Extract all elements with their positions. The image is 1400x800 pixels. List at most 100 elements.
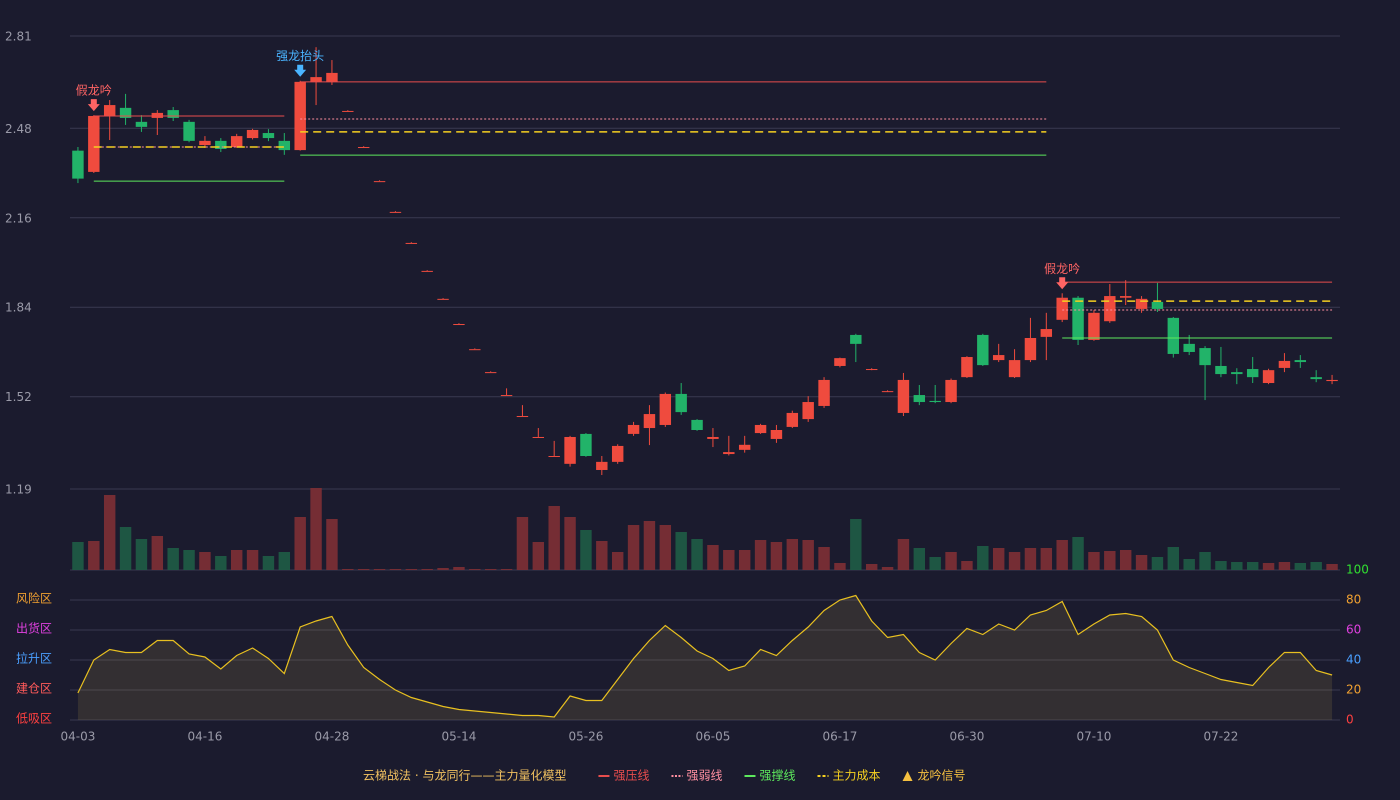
volume-bar — [183, 550, 195, 570]
candle-body — [167, 110, 179, 118]
zone-label: 出货区 — [16, 621, 52, 636]
volume-bar — [278, 552, 291, 570]
volume-bar — [135, 539, 148, 570]
candle-body — [262, 133, 275, 139]
candle-body — [357, 147, 370, 149]
volume-bar — [738, 550, 751, 570]
volume-bar — [72, 542, 84, 570]
volume-bar — [834, 563, 846, 570]
candle-body — [1167, 317, 1180, 354]
candle-body — [1262, 370, 1275, 384]
candle-body — [199, 140, 211, 146]
volume-bar — [484, 569, 497, 570]
candle-body — [1040, 329, 1053, 337]
volume-bar — [1151, 557, 1164, 570]
volume-bar — [1215, 561, 1227, 570]
signal-label: 假龙吟 — [76, 83, 112, 98]
volume-bar — [1104, 551, 1116, 570]
signal-label: 强龙抬头 — [276, 49, 324, 63]
volume-bar — [675, 532, 687, 570]
volume-bar — [1008, 552, 1021, 570]
candle-body — [1088, 312, 1100, 340]
volume-bar — [596, 541, 608, 570]
zone-label: 建仓区 — [16, 682, 52, 696]
candle-body — [691, 419, 703, 430]
candle-body — [865, 369, 878, 371]
candle-body — [1215, 365, 1227, 375]
candle-body — [516, 416, 529, 418]
candle-body — [373, 181, 386, 183]
legend-label: 强压线 — [613, 769, 649, 783]
candle-body — [1056, 297, 1068, 320]
candle-body — [532, 436, 545, 438]
y2-tick-label: 100 — [1346, 563, 1369, 577]
candle-body — [1024, 338, 1037, 361]
volume-bar — [1310, 562, 1322, 570]
candle-body — [151, 112, 164, 118]
candle-body — [786, 412, 799, 427]
candle-body — [1278, 360, 1291, 368]
candle-body — [437, 298, 449, 300]
signal-arrow — [294, 64, 307, 77]
volume-bar — [326, 519, 338, 570]
x-tick-label: 06-17 — [823, 730, 858, 744]
candle-body — [1183, 343, 1195, 352]
volume-bar — [659, 525, 672, 570]
x-tick-label: 05-14 — [442, 730, 477, 744]
y2-tick-label: 60 — [1346, 623, 1361, 637]
volume-bar — [405, 569, 418, 570]
volume-bar — [500, 569, 513, 570]
volume-bar — [1199, 552, 1211, 570]
candle-body — [897, 379, 910, 413]
candle-body — [1104, 296, 1116, 322]
candle-body — [977, 334, 989, 366]
candle-body — [230, 136, 243, 148]
y2-tick-label: 80 — [1346, 593, 1361, 607]
zone-label: 拉升区 — [16, 651, 52, 666]
volume-bar — [1135, 555, 1148, 570]
volume-bar — [865, 564, 878, 570]
candle-body — [913, 395, 926, 403]
volume-bar — [913, 548, 926, 570]
volume-bar — [564, 517, 576, 570]
y-tick-label: 2.81 — [5, 30, 32, 44]
candle-body — [818, 379, 830, 406]
volume-bar — [580, 530, 592, 570]
volume-bar — [611, 552, 624, 570]
candle-body — [1231, 372, 1243, 375]
candle-body — [627, 424, 640, 434]
candle-body — [1246, 369, 1259, 378]
volume-bar — [850, 519, 862, 570]
candle-body — [992, 355, 1005, 361]
volume-bar — [977, 546, 989, 570]
volume-bar — [754, 540, 767, 570]
candle-body — [310, 77, 322, 82]
candle-body — [802, 402, 814, 420]
legend-title: 云梯战法 · 与龙同行——主力量化模型 — [363, 769, 566, 783]
volume-bar — [1056, 540, 1068, 570]
y-tick-label: 1.52 — [5, 390, 32, 404]
candle-body — [723, 452, 735, 455]
x-tick-label: 05-26 — [569, 730, 604, 744]
volume-bar — [627, 525, 640, 570]
candle-body — [405, 242, 418, 244]
x-tick-label: 04-28 — [315, 730, 350, 744]
candle-body — [342, 110, 354, 112]
candle-body — [1310, 377, 1322, 380]
legend-label: 强撑线 — [759, 768, 795, 783]
volume-bar — [897, 539, 910, 570]
candle-body — [1294, 360, 1307, 363]
volume-bar — [723, 550, 735, 570]
y2-tick-label: 20 — [1346, 683, 1361, 697]
candle-body — [643, 414, 656, 429]
y-tick-label: 1.19 — [5, 483, 32, 497]
volume-bar — [1040, 548, 1053, 570]
candle-body — [1008, 360, 1021, 378]
candle-body — [484, 372, 497, 374]
candle-body — [1151, 301, 1164, 309]
x-tick-label: 04-03 — [61, 730, 96, 744]
candle-body — [215, 140, 227, 149]
volume-bar — [215, 556, 227, 570]
volume-bar — [1294, 563, 1307, 570]
